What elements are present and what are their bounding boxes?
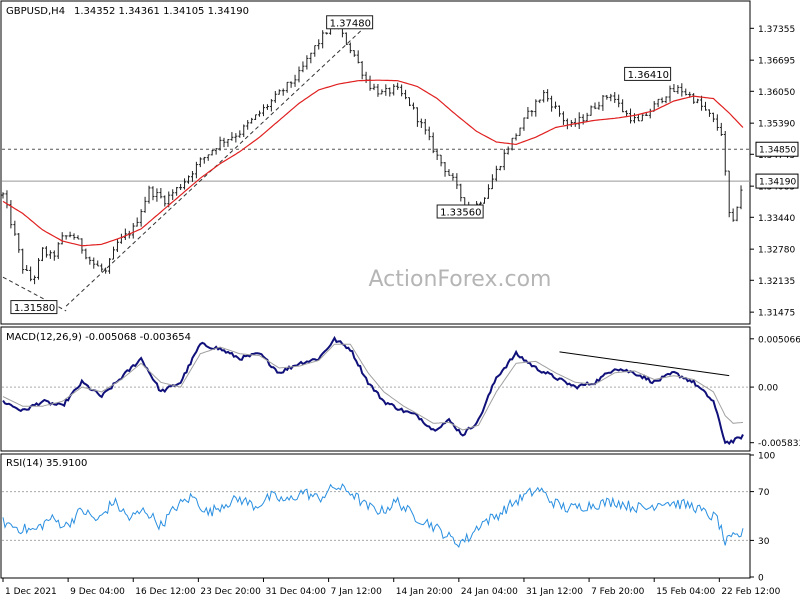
rsi-label: RSI(14) 35.9100 xyxy=(6,458,87,469)
macd-panel xyxy=(0,326,751,452)
macd-divergence-line xyxy=(559,351,730,377)
time-axis-tick-label: 1 Dec 2021 xyxy=(5,587,57,597)
symbol-label: GBPUSD,H4 xyxy=(6,6,65,17)
price-axis-tick-label: 1.36050 xyxy=(758,88,795,98)
price-axis-tick-label: 1.36695 xyxy=(758,57,795,67)
price-axis-marker-label: 1.34850 xyxy=(759,146,796,156)
price-tag-box xyxy=(326,15,374,30)
price-axis-marker-label: 1.34190 xyxy=(759,178,796,188)
time-axis-tick-label: 31 Dec 04:00 xyxy=(265,587,326,597)
rsi-axis-tick-label: 0 xyxy=(758,574,764,584)
price-axis-tick-label: 1.32135 xyxy=(758,277,795,287)
price-tag-box xyxy=(10,300,58,315)
price-tag-1: 1.36410 xyxy=(624,66,672,81)
signal-line xyxy=(2,343,744,431)
main-panel xyxy=(0,0,751,325)
ohlc-values: 1.34352 1.34361 1.34105 1.34190 xyxy=(74,6,249,17)
price-axis-marker-box xyxy=(755,173,799,189)
time-axis-tick-label: 15 Feb 04:00 xyxy=(656,587,715,597)
price-tag-label: 1.31580 xyxy=(14,303,55,314)
time-axis-tick-label: 7 Jan 12:00 xyxy=(331,587,383,597)
macd-axis-tick-label: 0.005066 xyxy=(758,335,800,345)
time-axis-tick-label: 24 Jan 04:00 xyxy=(461,587,518,597)
time-axis-tick-label: 16 Dec 12:00 xyxy=(135,587,196,597)
rsi-axis-tick-label: 70 xyxy=(758,488,770,498)
rsi-layer xyxy=(2,483,750,548)
price-axis-tick-label: 1.32780 xyxy=(758,246,795,256)
main-chart-layer: 1.37480 1.36410 1.33560 1.31580 xyxy=(1,15,750,315)
price-axis-tick-label: 1.31475 xyxy=(758,309,795,319)
price-tag-label: 1.36410 xyxy=(628,70,669,81)
time-axis-tick-label: 23 Dec 20:00 xyxy=(200,587,261,597)
price-tag-2: 1.33560 xyxy=(436,204,484,219)
price-tag-3: 1.31580 xyxy=(10,300,58,315)
macd-layer xyxy=(2,335,750,446)
rsi-line xyxy=(2,483,744,548)
price-axis-marker-box xyxy=(755,141,799,157)
price-axis-tick-label: 1.33440 xyxy=(758,214,795,224)
time-axis-tick-label: 9 Dec 04:00 xyxy=(70,587,125,597)
time-axis-tick-label: 31 Jan 12:00 xyxy=(526,587,583,597)
candles xyxy=(1,19,743,285)
price-tag-label: 1.33560 xyxy=(440,207,481,218)
rsi-panel xyxy=(0,453,751,579)
price-axis-marker-1: 1.34190 xyxy=(755,173,799,189)
macd-axis-tick-label: 0.00 xyxy=(758,384,778,394)
trendline-1 xyxy=(65,21,371,307)
time-axis-tick-label: 14 Jan 20:00 xyxy=(396,587,453,597)
rsi-axis-tick-label: 30 xyxy=(758,537,770,547)
price-axis-tick-label: 1.35390 xyxy=(758,120,795,130)
rsi-axis-tick-label: 100 xyxy=(758,452,775,462)
price-tag-label: 1.37480 xyxy=(330,18,371,29)
watermark: ActionForex.com xyxy=(369,267,552,292)
time-axis-tick-label: 22 Feb 12:00 xyxy=(721,587,780,597)
price-tag-box xyxy=(624,66,672,81)
price-axis-tick-label: 1.37355 xyxy=(758,25,795,35)
moving-average-line xyxy=(2,79,744,247)
macd-label: MACD(12,26,9) -0.005068 -0.003654 xyxy=(6,332,191,343)
price-axis-marker-0: 1.34850 xyxy=(755,141,799,157)
price-tag-0: 1.37480 xyxy=(326,15,374,30)
axes-layer: 1.373551.366951.360501.353901.347451.340… xyxy=(2,25,800,597)
price-tag-box xyxy=(436,204,484,219)
time-axis-tick-label: 7 Feb 20:00 xyxy=(591,587,645,597)
macd-line xyxy=(2,335,744,446)
macd-axis-tick-label: -0.005833 xyxy=(758,439,800,449)
